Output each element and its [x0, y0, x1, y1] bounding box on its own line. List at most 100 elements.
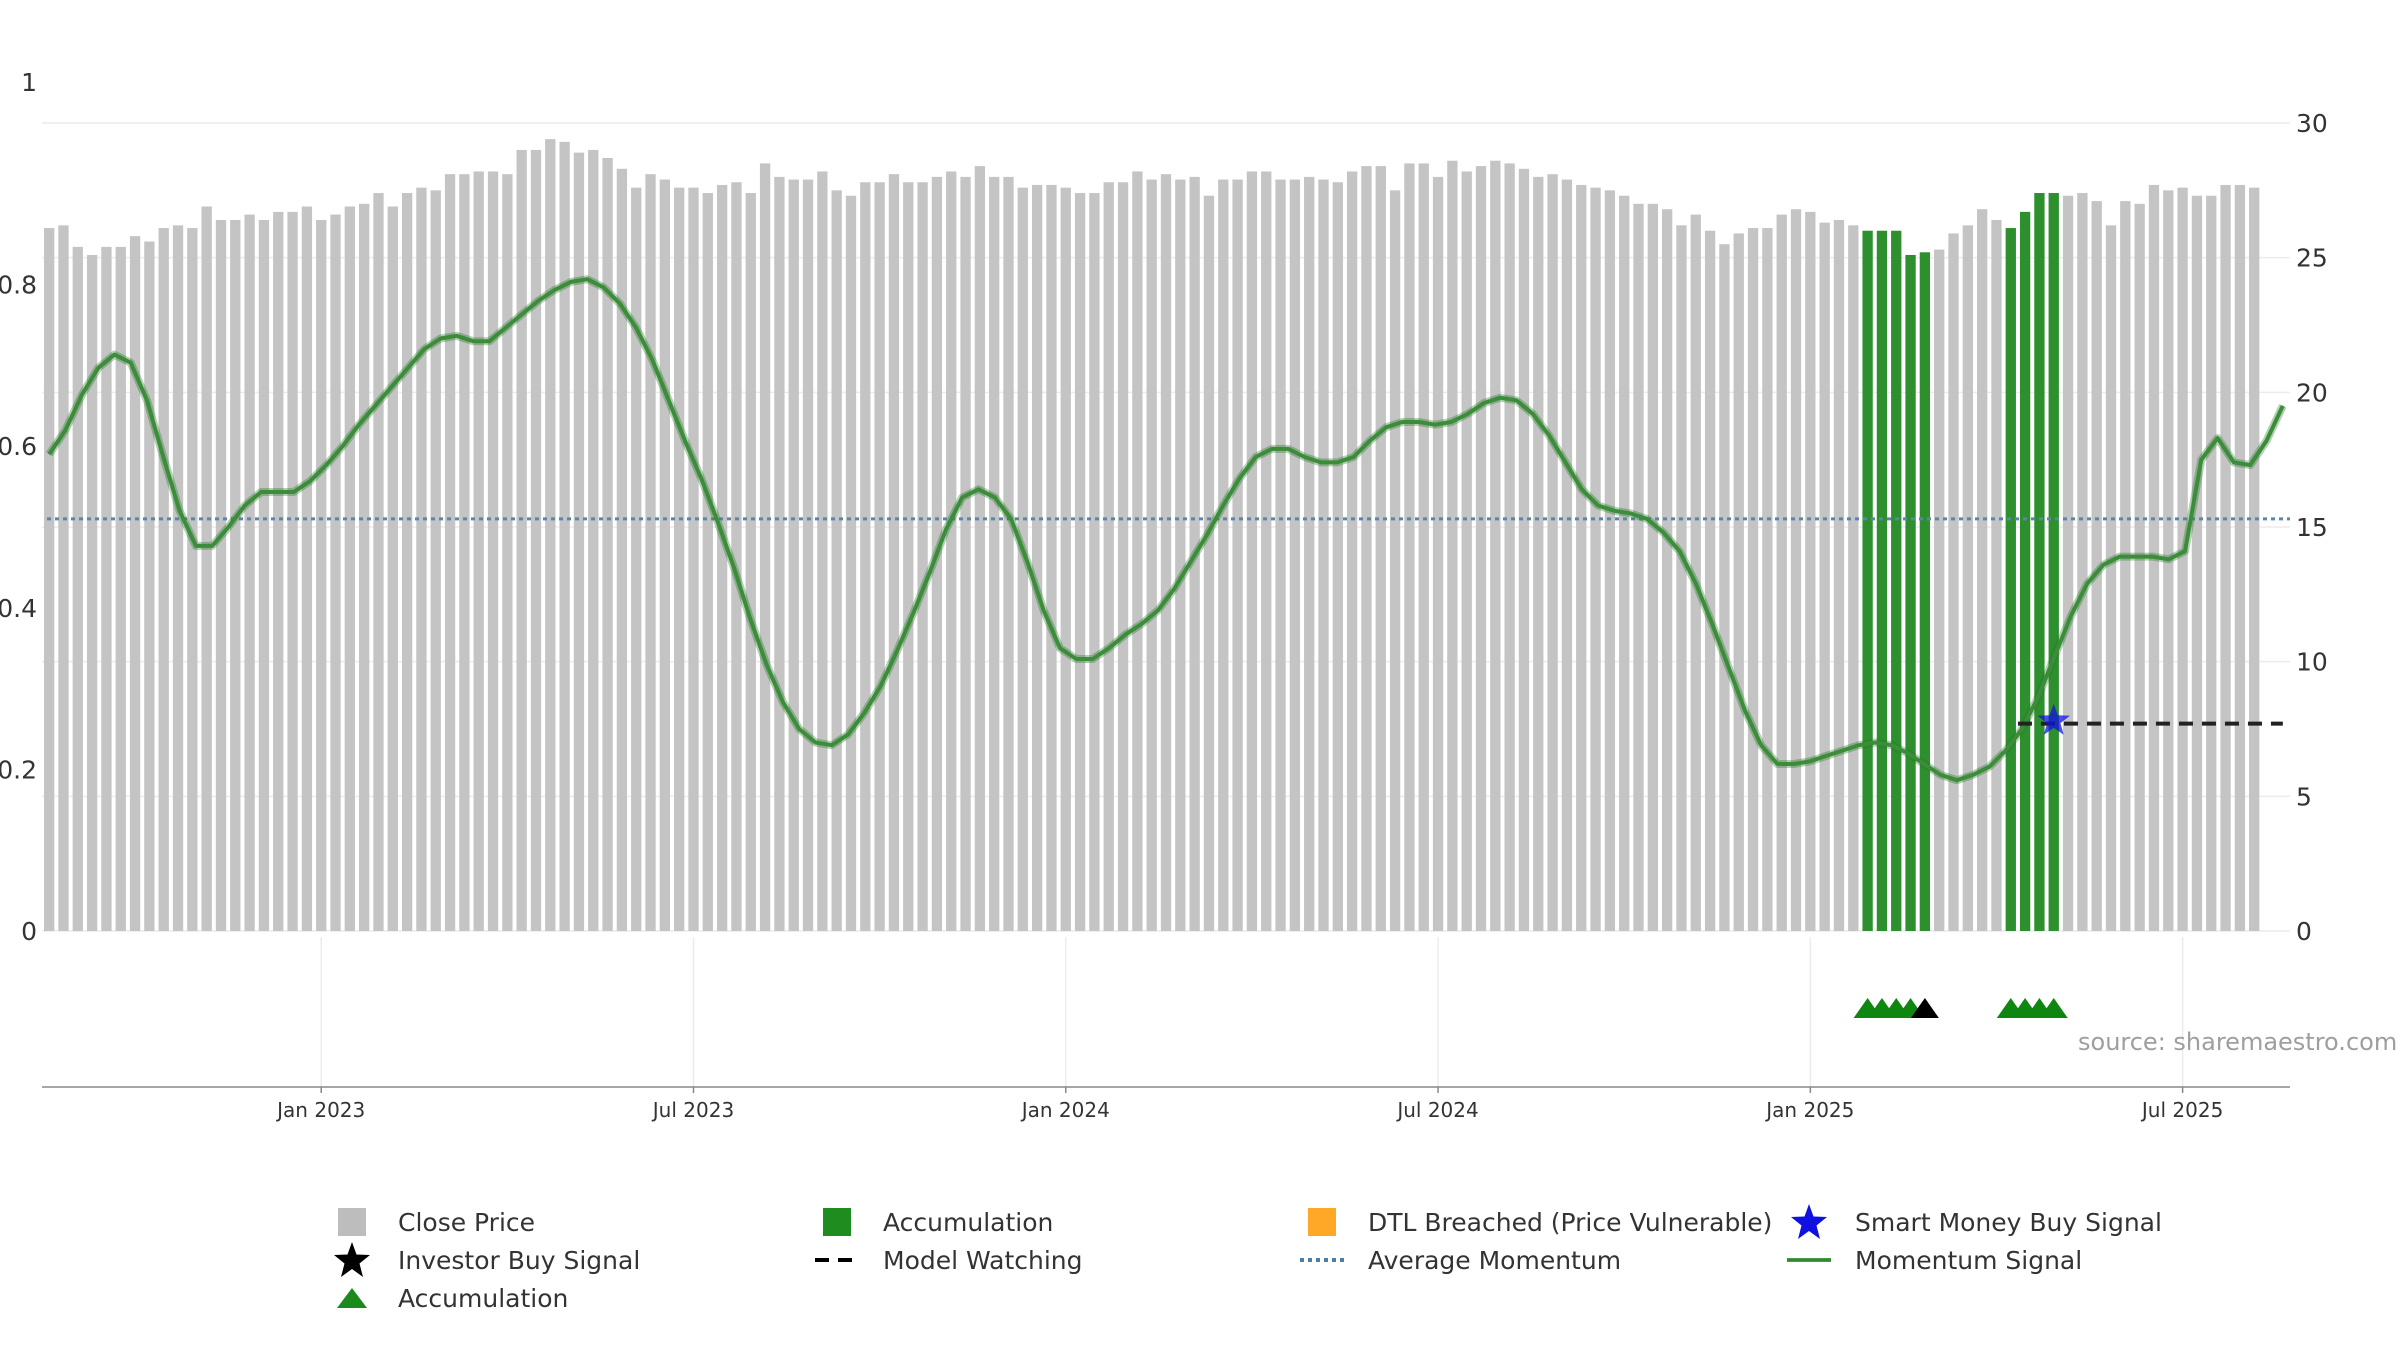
x-axis-tick-label: Jul 2025	[2140, 1098, 2223, 1122]
price-bar	[58, 225, 69, 932]
price-bar	[1117, 182, 1129, 931]
price-bar	[230, 219, 241, 931]
price-bar	[2077, 193, 2088, 931]
price-bar	[974, 166, 986, 932]
left-axis-tick-label: 0.2	[0, 755, 37, 784]
price-bar	[716, 184, 728, 931]
price-bar	[1132, 171, 1143, 932]
price-bar	[802, 179, 814, 931]
legend-label-accumulation-triangle: Accumulation	[398, 1283, 569, 1313]
price-bar	[702, 193, 713, 931]
price-bar	[688, 187, 699, 931]
price-bar	[674, 187, 685, 931]
price-bar	[2191, 195, 2203, 932]
accumulation-bar	[1876, 230, 1888, 932]
legend-item-accumulation-triangle: Accumulation	[330, 1281, 568, 1315]
left-axis-tick-label: 0.8	[0, 271, 37, 300]
price-bar	[1289, 179, 1301, 931]
price-bar	[1418, 163, 1429, 931]
price-bar	[1533, 176, 1544, 931]
price-bar	[903, 182, 914, 931]
price-bar	[1017, 187, 1028, 931]
source-label: source: sharemaestro.com	[2078, 1028, 2397, 1056]
price-bar	[144, 241, 155, 931]
price-bar	[1991, 219, 2002, 931]
chart-legend: Close Price Accumulation DTL Breached (P…	[0, 1204, 2400, 1335]
price-bar	[1647, 203, 1658, 932]
right-axis-tick-label: 10	[2296, 648, 2328, 677]
price-bar	[401, 193, 413, 931]
price-bar	[115, 246, 126, 931]
accumulation-bar	[2019, 211, 2031, 931]
price-bar	[989, 176, 1000, 931]
price-bar	[1790, 209, 1802, 931]
price-bar	[874, 182, 885, 931]
price-bar	[1203, 195, 1215, 932]
price-bar	[1704, 230, 1716, 932]
price-bar	[2134, 203, 2145, 932]
price-bar	[344, 206, 355, 932]
left-axis-tick-label: 0.4	[0, 594, 37, 623]
price-bar	[1275, 179, 1286, 931]
x-axis-tick-label: Jul 2023	[651, 1098, 734, 1122]
price-bar	[1719, 244, 1730, 931]
price-bar	[2234, 184, 2246, 931]
price-bar	[1089, 193, 1100, 931]
price-bar	[2249, 187, 2260, 931]
price-bar	[645, 174, 656, 932]
legend-item-dtl-breached: DTL Breached (Price Vulnerable)	[1300, 1205, 1772, 1239]
price-bar	[86, 254, 98, 932]
x-axis-tick-label: Jan 2023	[275, 1098, 365, 1122]
price-bar	[774, 176, 785, 931]
price-bar	[845, 195, 857, 932]
smart-money-star-icon	[1787, 1204, 1831, 1239]
legend-item-close-price: Close Price	[330, 1205, 535, 1239]
legend-label-smart-money: Smart Money Buy Signal	[1855, 1207, 2162, 1237]
price-bar	[831, 190, 842, 931]
price-bar	[1576, 184, 1587, 931]
legend-item-momentum-signal: Momentum Signal	[1787, 1243, 2082, 1277]
price-bar	[860, 182, 871, 931]
price-bar	[1518, 168, 1530, 932]
right-axis-tick-label: 20	[2296, 378, 2328, 407]
price-bar	[1690, 214, 1701, 931]
price-bar	[1561, 179, 1573, 931]
price-bar	[960, 176, 971, 931]
price-bar	[602, 158, 613, 931]
price-bar	[1676, 225, 1687, 932]
price-bar	[1304, 176, 1315, 931]
price-bar	[1003, 176, 1014, 931]
price-bar	[1948, 233, 1959, 931]
price-bar	[502, 174, 513, 932]
price-bar	[487, 171, 499, 932]
investor-buy-star-icon	[330, 1242, 374, 1277]
legend-item-accumulation-bar: Accumulation	[815, 1205, 1053, 1239]
legend-label-accumulation-bar: Accumulation	[883, 1207, 1054, 1237]
legend-label-model-watching: Model Watching	[883, 1245, 1083, 1275]
price-bar	[1261, 171, 1272, 932]
left-axis-tick-label: 0.6	[0, 432, 37, 461]
price-bar	[172, 225, 184, 932]
left-axis-tick-label: 1	[21, 68, 37, 97]
legend-label-close-price: Close Price	[398, 1207, 536, 1237]
price-bar	[530, 149, 542, 931]
price-bar	[1232, 179, 1243, 931]
price-bar	[1547, 174, 1558, 932]
price-bar	[1805, 211, 1816, 931]
price-bar	[2177, 187, 2188, 931]
price-bar	[631, 187, 642, 931]
price-bar	[888, 174, 900, 932]
legend-item-investor-buy: Investor Buy Signal	[330, 1242, 640, 1277]
accumulation-bar	[2005, 228, 2016, 932]
price-bar	[573, 152, 585, 931]
price-bar	[817, 171, 828, 932]
price-bar	[373, 193, 384, 931]
price-bar	[1633, 203, 1644, 932]
dtl-square-icon	[1300, 1207, 1344, 1237]
price-bar	[1962, 225, 1973, 932]
price-bar	[1031, 184, 1043, 931]
right-axis-tick-label: 30	[2296, 109, 2328, 138]
accumulation-triangle-icon	[330, 1283, 374, 1313]
legend-item-smart-money: Smart Money Buy Signal	[1787, 1204, 2162, 1239]
